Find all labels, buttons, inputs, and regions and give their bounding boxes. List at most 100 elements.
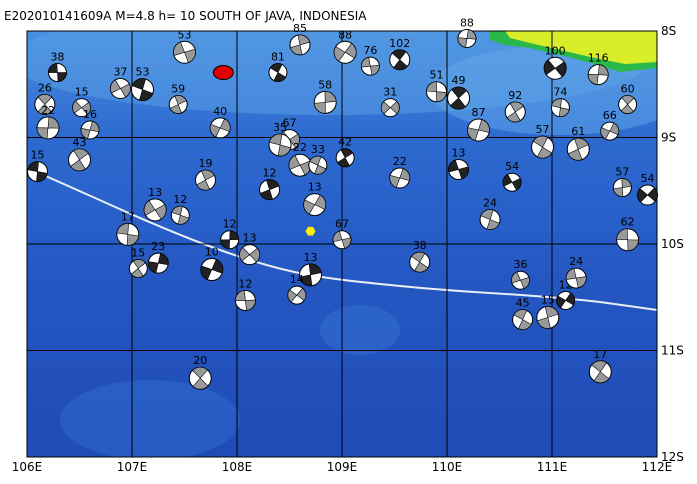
beachball-quadrant [536, 306, 559, 329]
beachball [47, 63, 67, 83]
depth-label: 100 [545, 44, 566, 57]
beachball [447, 86, 471, 110]
depth-label: 45 [516, 297, 530, 310]
beachball-quadrant [565, 267, 587, 289]
depth-label: 42 [338, 136, 352, 149]
depth-label: 58 [318, 78, 332, 91]
beachball-quadrant [235, 290, 256, 311]
beachball [259, 179, 281, 201]
beachball [268, 133, 292, 157]
depth-label: 38 [50, 51, 64, 64]
beachball [268, 63, 288, 83]
depth-label: 76 [363, 44, 377, 57]
depth-label: 19 [199, 157, 213, 170]
beachball [426, 81, 447, 103]
depth-label: 54 [505, 160, 519, 173]
depth-label: 38 [413, 239, 427, 252]
beachball [511, 270, 530, 290]
x-tick-label: 109E [327, 460, 358, 474]
x-tick-label: 112E [642, 460, 673, 474]
beachball-quadrant [72, 100, 91, 115]
x-tick-label: 111E [537, 460, 568, 474]
beachball-quadrant [130, 259, 146, 278]
beachball-quadrant [70, 148, 89, 172]
depth-label: 13 [243, 232, 257, 245]
map-title: E202010141609A M=4.8 h= 10 SOUTH OF JAVA… [4, 9, 367, 23]
beachball-quadrant [196, 169, 215, 191]
beachball [587, 64, 609, 86]
beachball [550, 98, 570, 118]
depth-label: 10 [205, 246, 219, 259]
beachball [380, 98, 400, 118]
depth-label: 74 [553, 86, 567, 99]
beachball [618, 94, 638, 114]
beachball [143, 198, 167, 222]
depth-label: 22 [293, 141, 307, 154]
depth-label: 23 [151, 240, 165, 253]
depth-label: 13 [304, 251, 318, 264]
beachball-quadrant [616, 228, 639, 252]
beachball [457, 28, 477, 48]
depth-label: 116 [588, 52, 609, 65]
depth-label: 87 [472, 106, 486, 119]
beachball [36, 116, 60, 140]
depth-label: 14 [290, 273, 304, 286]
beachball-quadrant [513, 309, 532, 330]
depth-label: 26 [38, 81, 52, 94]
y-tick-label: 11S [661, 344, 684, 358]
beachball [200, 258, 224, 282]
land-high [505, 31, 657, 64]
beachball [289, 34, 311, 56]
beachball [168, 94, 188, 114]
depth-label: 36 [514, 258, 528, 271]
depth-label: 40 [213, 105, 227, 118]
beachball [131, 78, 154, 102]
beachball [173, 40, 196, 64]
beachball-quadrant [200, 259, 224, 281]
beachball [565, 267, 587, 289]
depth-label: 20 [193, 354, 207, 367]
beachball [195, 169, 216, 191]
beachball-quadrant [532, 135, 553, 159]
depth-label: 67 [335, 218, 349, 231]
y-tick-label: 10S [661, 237, 684, 251]
beachball [68, 148, 91, 172]
depth-label: 43 [73, 136, 87, 149]
beachball-quadrant [411, 251, 429, 273]
beachball-quadrant [36, 116, 60, 140]
beachball-quadrant [511, 271, 530, 289]
depth-label: 12 [223, 218, 237, 231]
beachball-quadrant [143, 200, 167, 220]
beachball-quadrant [169, 95, 187, 114]
beachball [588, 360, 612, 384]
depth-label: 88 [338, 28, 352, 41]
depth-label: 17 [121, 210, 135, 223]
beachball-quadrant [299, 263, 322, 287]
beachball [612, 178, 632, 198]
depth-label: 61 [571, 125, 585, 138]
beachball [220, 230, 240, 250]
beachball [239, 244, 261, 266]
beachball-quadrant [556, 292, 575, 309]
beachball [333, 40, 357, 64]
beachball-quadrant [480, 209, 500, 230]
beachball-quadrant [269, 63, 287, 82]
beachball-quadrant [543, 59, 567, 78]
y-tick-label: 9S [661, 131, 676, 145]
main-event [212, 65, 234, 81]
beachball-quadrant [48, 63, 67, 82]
beachball-quadrant [333, 42, 357, 62]
x-tick-label: 110E [432, 460, 463, 474]
beachball-quadrant [620, 95, 635, 114]
beachball-quadrant [450, 86, 468, 110]
beachball [72, 98, 92, 118]
depth-label: 15 [131, 246, 145, 259]
depth-label: 102 [389, 37, 410, 50]
beachball-quadrant [457, 29, 477, 48]
depth-label: 13 [148, 186, 162, 199]
depth-label: 24 [483, 197, 497, 210]
beachball-quadrant [637, 187, 658, 203]
depth-label: 13 [308, 181, 322, 194]
depth-label: 37 [113, 66, 127, 79]
depth-label: 57 [615, 166, 629, 179]
